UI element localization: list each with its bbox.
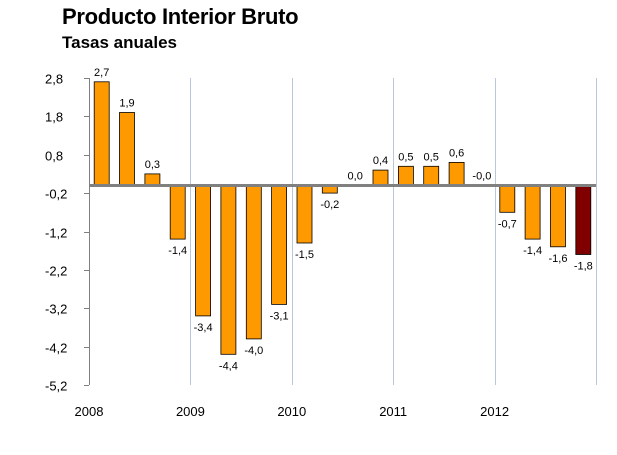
- data-labels: 2,7 1,9 0,3 -1,4 -3,4 -4,4 -4,0 -3,1 -1,5 -0,2 0,0…: [94, 67, 593, 372]
- data-label: -3,1: [270, 310, 289, 322]
- data-label: 0,3: [145, 159, 160, 171]
- bar: [245, 184, 262, 340]
- y-axis-tick-labels: 2,8 1,8 0,8 -0,2 -1,2 -2,2 -3,2 -4,2 -5,2: [45, 72, 67, 394]
- bar: [119, 112, 135, 186]
- data-label: 0,0: [348, 170, 363, 182]
- x-year-label: 2011: [379, 404, 407, 419]
- bar: [220, 184, 237, 355]
- data-label: -1,4: [523, 245, 542, 257]
- data-label: -4,0: [244, 345, 263, 357]
- bar: [575, 184, 592, 255]
- data-label: 2,7: [94, 67, 109, 79]
- bar: [372, 169, 389, 186]
- y-tick-label: -2,2: [45, 264, 67, 279]
- x-year-label: 2010: [277, 404, 306, 419]
- y-tick-label: 2,8: [45, 72, 63, 87]
- data-label: 0,5: [398, 151, 413, 163]
- data-label: -1,4: [168, 245, 187, 257]
- y-tick-label: -5,2: [45, 379, 67, 394]
- bar: [296, 184, 313, 244]
- chart-subtitle: Tasas anuales: [62, 33, 177, 52]
- chart-title: Producto Interior Bruto: [62, 4, 299, 29]
- bar: [448, 161, 465, 186]
- y-tick-label: -1,2: [45, 226, 67, 241]
- gridlines: [190, 78, 597, 385]
- data-label: -0,0: [472, 170, 491, 182]
- bar: [144, 173, 161, 186]
- y-tick-label: 0,8: [45, 149, 63, 164]
- data-label: 0,4: [373, 155, 388, 167]
- data-label: -0,2: [320, 199, 339, 211]
- x-year-label: 2008: [75, 404, 104, 419]
- bar: [423, 165, 440, 186]
- bar: [397, 165, 414, 186]
- data-label: -1,5: [295, 249, 314, 261]
- y-tick-label: -3,2: [45, 302, 67, 317]
- x-axis-year-labels: 2008 2009 2010 2011 2012: [75, 404, 510, 419]
- data-label: 1,9: [119, 98, 134, 110]
- bar: [169, 184, 186, 240]
- y-tick-label: -4,2: [45, 341, 67, 356]
- data-label: 0,6: [449, 147, 464, 159]
- data-label: -0,7: [498, 218, 517, 230]
- bar: [550, 184, 566, 248]
- bar: [93, 81, 110, 186]
- data-label: -3,4: [194, 322, 213, 334]
- bar: [271, 184, 288, 305]
- data-label: -1,8: [574, 261, 593, 273]
- x-year-label: 2012: [480, 404, 509, 419]
- y-tick-label: 1,8: [45, 110, 63, 125]
- x-year-label: 2009: [176, 404, 205, 419]
- data-label: -1,6: [549, 253, 568, 265]
- bar: [524, 184, 541, 240]
- data-label: -4,4: [219, 360, 238, 372]
- data-label: 0,5: [424, 151, 439, 163]
- bar: [499, 184, 516, 213]
- bar: [195, 184, 212, 317]
- y-tick-label: -0,2: [45, 187, 67, 202]
- axes: [84, 78, 596, 386]
